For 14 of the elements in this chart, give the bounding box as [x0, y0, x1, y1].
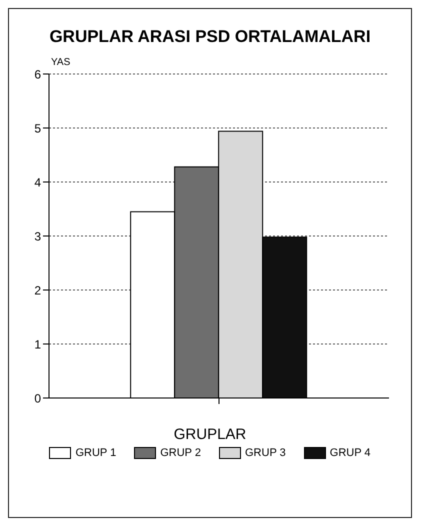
y-tick-label: 6	[34, 67, 42, 82]
y-tick-label: 1	[34, 337, 42, 352]
chart-title: GRUPLAR ARASI PSD ORTALAMALARI	[48, 27, 372, 47]
y-axis-title: YAS	[51, 57, 72, 68]
y-tick-label: 4	[34, 175, 42, 190]
x-axis-title: GRUPLAR	[172, 426, 248, 443]
legend-label: GRUP 1	[75, 447, 116, 459]
y-tick-label: 2	[34, 283, 42, 298]
y-tick-label: 5	[34, 121, 42, 136]
y-tick-label: 0	[34, 391, 42, 406]
legend-label: GRUP 4	[330, 447, 371, 459]
legend-label: GRUP 3	[245, 447, 286, 459]
y-tick-label: 3	[34, 229, 42, 244]
legend-label: GRUP 2	[160, 447, 201, 459]
